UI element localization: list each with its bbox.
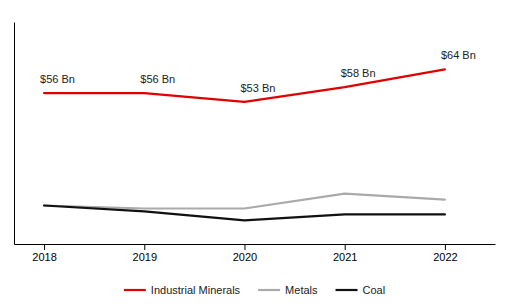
x-tick: 2019 [133, 244, 157, 263]
x-axis: 2018 2019 2020 2021 2022 [15, 244, 496, 263]
legend-label: Metals [285, 284, 318, 296]
series-line [44, 69, 445, 102]
x-tick: 2021 [333, 244, 357, 263]
legend-item: Metals [258, 284, 318, 296]
legend: Industrial Minerals Metals Coal [124, 284, 385, 296]
y-axis [14, 23, 15, 245]
data-label: $53 Bn [240, 82, 275, 94]
x-axis-line [15, 244, 496, 245]
series-line [44, 194, 445, 209]
x-tick: 2022 [433, 244, 457, 263]
x-tick-mark [445, 244, 446, 250]
lines [44, 69, 445, 220]
series-line [44, 206, 445, 221]
x-tick-label: 2021 [333, 251, 357, 263]
legend-item: Industrial Minerals [124, 284, 241, 296]
data-labels: $56 Bn $56 Bn $53 Bn $58 Bn $64 Bn [40, 49, 476, 94]
legend-label: Coal [363, 284, 386, 296]
data-label: $56 Bn [140, 73, 175, 85]
x-tick-label: 2020 [233, 251, 257, 263]
x-tick-mark [345, 244, 346, 250]
x-tick-label: 2022 [433, 251, 457, 263]
legend-swatch [124, 289, 146, 291]
x-tick-label: 2019 [133, 251, 157, 263]
legend-label: Industrial Minerals [151, 284, 241, 296]
x-tick-mark [44, 244, 45, 250]
data-label: $56 Bn [40, 73, 75, 85]
legend-swatch [258, 289, 280, 291]
legend-swatch [336, 289, 358, 291]
x-tick-mark [144, 244, 145, 250]
x-tick-mark [244, 244, 245, 250]
data-label: $58 Bn [341, 67, 376, 79]
x-tick-label: 2018 [32, 251, 56, 263]
legend-item: Coal [336, 284, 386, 296]
chart: 20182019202020212022$56 Bn$56 Bn$53 Bn$5… [0, 0, 509, 306]
x-tick: 2020 [233, 244, 257, 263]
x-tick: 2018 [32, 244, 56, 263]
data-label: $64 Bn [441, 49, 476, 61]
plot: 20182019202020212022$56 Bn$56 Bn$53 Bn$5… [15, 23, 496, 263]
y-axis-line [14, 23, 15, 245]
